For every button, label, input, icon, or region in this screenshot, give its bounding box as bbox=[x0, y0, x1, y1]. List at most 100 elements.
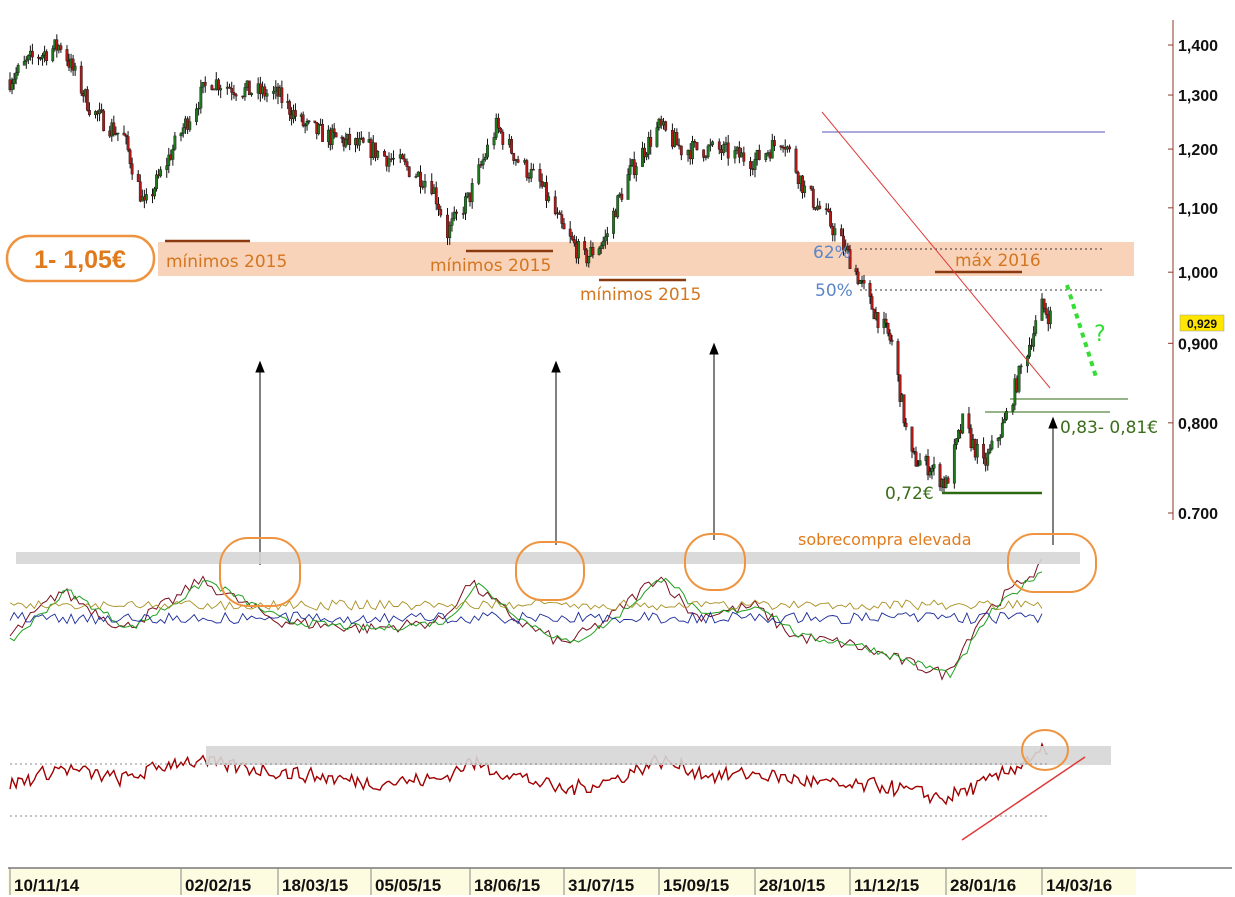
fib-62-label: 62% bbox=[813, 243, 851, 263]
candle-body bbox=[932, 464, 936, 469]
date-tick-label: 10/11/14 bbox=[14, 876, 80, 895]
candle-body bbox=[265, 93, 269, 97]
candle-body bbox=[486, 144, 489, 158]
candle-body bbox=[545, 182, 548, 201]
candle-body bbox=[288, 101, 292, 115]
candle-body bbox=[803, 185, 807, 193]
candle-body bbox=[886, 323, 890, 334]
candle-body bbox=[706, 145, 710, 158]
candle-body bbox=[344, 138, 348, 147]
candle-body bbox=[560, 214, 564, 224]
candle-body bbox=[916, 465, 920, 467]
candle-body bbox=[197, 107, 201, 110]
candle-body bbox=[167, 154, 171, 166]
candle-body bbox=[1040, 298, 1044, 321]
candle-body bbox=[1019, 365, 1023, 368]
candle-body bbox=[770, 140, 774, 159]
candle-body bbox=[401, 154, 404, 160]
candle-body bbox=[219, 88, 223, 91]
candle-body bbox=[369, 139, 373, 158]
candle-body bbox=[902, 394, 906, 424]
candle-body bbox=[376, 151, 380, 158]
candle-body bbox=[1032, 333, 1036, 347]
price-tick-label: 1,400 bbox=[1178, 38, 1218, 55]
rsi-panel bbox=[9, 742, 1049, 806]
candle-body bbox=[764, 153, 768, 160]
candle-body bbox=[470, 183, 474, 203]
candle-body bbox=[51, 48, 55, 61]
candle-body bbox=[138, 181, 142, 202]
candle-body bbox=[996, 437, 1000, 442]
candle-body bbox=[179, 133, 183, 137]
overbought-circle-3 bbox=[684, 533, 746, 591]
candle-body bbox=[387, 158, 391, 167]
candle-body bbox=[577, 241, 580, 259]
candle-body bbox=[195, 108, 198, 122]
candle-body bbox=[649, 137, 653, 147]
candle-body bbox=[116, 132, 120, 135]
candle-body bbox=[955, 438, 958, 445]
candle-body bbox=[144, 194, 148, 201]
candle-body bbox=[1044, 308, 1048, 315]
candle-body bbox=[37, 56, 40, 59]
candle-body bbox=[749, 161, 752, 169]
candle-body bbox=[188, 121, 192, 130]
candle-body bbox=[677, 144, 681, 147]
candle-body bbox=[357, 138, 361, 146]
candle-body bbox=[726, 142, 730, 159]
candle-body bbox=[483, 156, 487, 160]
candle-body bbox=[1042, 298, 1046, 309]
candle-body bbox=[591, 247, 595, 256]
candle-body bbox=[562, 223, 566, 230]
candle-body bbox=[664, 121, 668, 131]
candle-body bbox=[374, 142, 377, 158]
candle-body bbox=[247, 80, 251, 96]
candle-body bbox=[243, 87, 247, 98]
candle-body bbox=[217, 79, 220, 91]
candle-body bbox=[818, 205, 822, 209]
candle-body bbox=[612, 210, 615, 234]
candle-body bbox=[529, 168, 533, 179]
price-tick-label: 0,900 bbox=[1178, 336, 1218, 353]
candle-body bbox=[693, 141, 697, 143]
last-price-label: 0,929 bbox=[1187, 317, 1217, 331]
candle-body bbox=[952, 444, 956, 484]
minimos-label-2: mínimos 2015 bbox=[430, 256, 551, 276]
last-price-badge bbox=[1179, 314, 1225, 332]
price-tick-label: 0,800 bbox=[1178, 416, 1218, 433]
candle-body bbox=[126, 136, 130, 151]
candle-body bbox=[898, 374, 902, 402]
candle-body bbox=[439, 209, 443, 216]
candle-body bbox=[159, 169, 163, 177]
candle-body bbox=[16, 64, 20, 73]
candle-body bbox=[572, 239, 576, 244]
candle-body bbox=[587, 256, 591, 264]
candle-body bbox=[918, 460, 922, 466]
support-072-label: 0,72€ bbox=[885, 484, 934, 504]
candle-body bbox=[102, 110, 106, 132]
overbought-circle-2 bbox=[515, 541, 585, 601]
candle-body bbox=[128, 149, 132, 164]
candle-body bbox=[501, 131, 505, 145]
candle-body bbox=[1028, 344, 1031, 357]
candle-body bbox=[870, 296, 874, 310]
arrows bbox=[255, 342, 1058, 565]
candle-body bbox=[938, 464, 942, 488]
candle-body bbox=[59, 45, 63, 50]
candle-body bbox=[305, 121, 309, 126]
overbought-band-osc bbox=[16, 552, 1080, 564]
candle-body bbox=[455, 211, 458, 214]
candle-body bbox=[704, 156, 708, 159]
candle-body bbox=[464, 196, 467, 214]
candle-body bbox=[733, 150, 737, 159]
candle-body bbox=[643, 147, 646, 158]
candle-body bbox=[975, 444, 979, 458]
candle-body bbox=[340, 136, 344, 139]
candle-body bbox=[957, 430, 960, 439]
oscillator-line-signal bbox=[9, 571, 1043, 679]
candle-body bbox=[753, 159, 757, 170]
candle-body bbox=[14, 72, 18, 80]
candle-body bbox=[1048, 310, 1052, 325]
candle-body bbox=[890, 339, 894, 342]
candle-body bbox=[294, 110, 297, 117]
